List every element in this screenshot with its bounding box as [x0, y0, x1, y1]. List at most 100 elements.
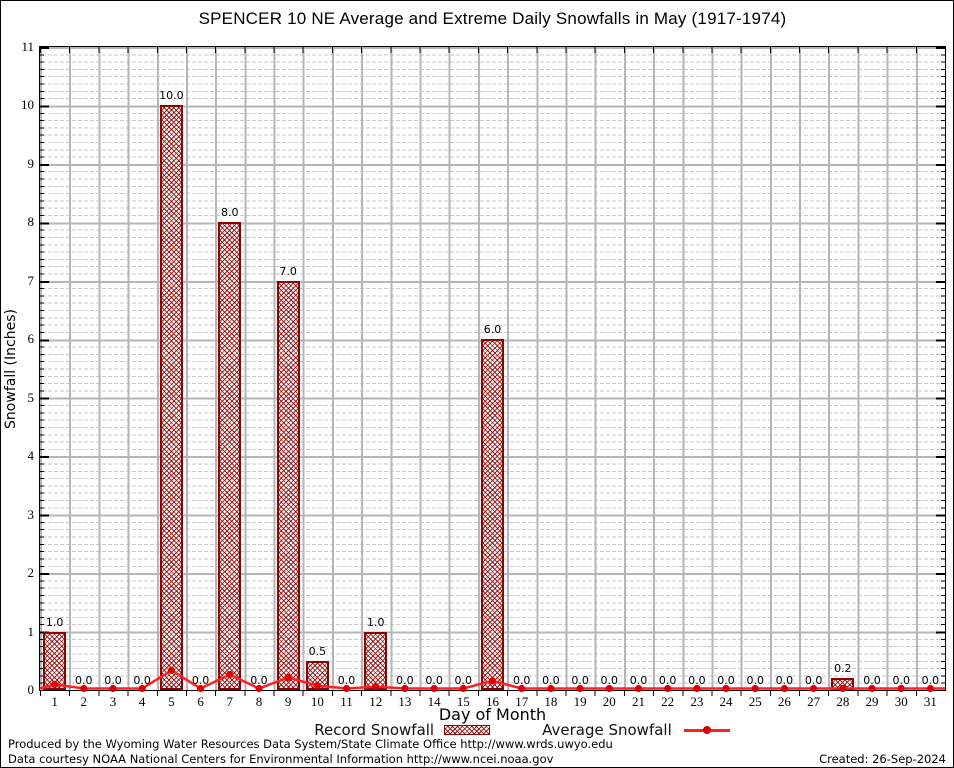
record-bar-day-5 [159, 105, 183, 690]
x-tick-label-14: 14 [427, 694, 441, 709]
x-tick-label-27: 27 [807, 694, 821, 709]
chart-title: SPENCER 10 NE Average and Extreme Daily … [198, 9, 787, 28]
y-tick-label-10: 10 [21, 97, 34, 113]
bar-value-label-day-22: 0.0 [658, 674, 677, 687]
average-marker-day-1 [51, 680, 59, 689]
line-marker-icon [702, 725, 711, 734]
bar-value-label-day-24: 0.0 [717, 674, 735, 687]
x-tick-label-8: 8 [255, 694, 263, 709]
x-tick-label-26: 26 [777, 694, 791, 709]
bar-value-label-day-25: 0.0 [746, 674, 764, 687]
bar-value-label-day-18: 0.0 [542, 674, 560, 687]
x-tick-label-11: 11 [340, 694, 353, 709]
average-marker-day-10 [313, 682, 321, 690]
bar-value-label-day-13: 0.0 [396, 674, 414, 687]
x-tick-label-21: 21 [631, 694, 645, 709]
bar-value-label-day-30: 0.0 [892, 674, 910, 687]
x-tick-label-25: 25 [748, 694, 762, 709]
x-tick-label-4: 4 [138, 694, 146, 709]
record-bar-day-7 [218, 222, 242, 690]
bar-value-label-day-27: 0.0 [804, 674, 823, 687]
x-tick-label-28: 28 [836, 694, 850, 709]
y-tick-label-11: 11 [21, 39, 34, 54]
average-marker-day-12 [372, 683, 380, 691]
average-marker-day-9 [284, 673, 292, 682]
x-tick-label-1: 1 [51, 694, 58, 709]
y-tick-label-9: 9 [27, 155, 35, 171]
bar-value-label-day-8: 0.0 [250, 674, 268, 687]
legend: Record Snowfall Average Snowfall [0, 721, 954, 739]
average-snowfall-line [39, 666, 945, 693]
x-tick-label-31: 31 [923, 694, 937, 709]
bar-value-label-day-7: 8.0 [221, 206, 239, 220]
bar-value-label-day-6: 0.0 [191, 674, 210, 687]
x-tick-labels: 1 2 3 4 5 6 7 8 9 10 11 12 13 14 15 16 17 18 19 20 21 22 23 24 2… [40, 694, 945, 710]
bar-value-label-day-26: 0.0 [775, 674, 794, 687]
average-marker-day-7 [226, 670, 234, 679]
x-tick-label-24: 24 [719, 694, 733, 709]
y-tick-labels: 0 1 2 3 4 5 6 7 8 9 10 11 [0, 39, 36, 697]
y-tick-label-3: 3 [27, 506, 35, 522]
footer-produced-by: Produced by the Wyoming Water Resources … [8, 737, 613, 751]
bar-value-label-day-31: 0.0 [921, 674, 940, 687]
x-tick-label-12: 12 [369, 694, 383, 709]
bar-value-label-day-11: 0.0 [337, 674, 356, 687]
y-tick-label-0: 0 [27, 682, 35, 697]
x-tick-label-18: 18 [544, 694, 558, 709]
bar-value-label-day-23: 0.0 [688, 674, 706, 687]
x-tick-label-3: 3 [109, 694, 117, 709]
x-tick-label-10: 10 [310, 694, 324, 709]
bar-value-label-day-20: 0.0 [600, 674, 619, 687]
bar-value-label-day-14: 0.0 [425, 674, 443, 687]
bar-value-label-day-3: 0.0 [104, 674, 122, 687]
x-tick-label-13: 13 [398, 694, 412, 709]
bar-value-label-day-5: 10.0 [159, 89, 184, 103]
average-marker-day-16 [488, 677, 497, 685]
x-tick-label-16: 16 [486, 694, 499, 709]
bar-value-label-day-21: 0.0 [629, 674, 648, 687]
footer-data-courtesy: Data courtesy NOAA National Centers for … [8, 752, 554, 766]
legend-average-label: Average Snowfall [542, 721, 672, 739]
legend-record-label: Record Snowfall [314, 721, 435, 739]
x-tick-label-30: 30 [894, 694, 908, 709]
average-marker-day-28 [839, 684, 847, 693]
bar-value-label-day-10: 0.5 [308, 644, 327, 658]
plot-area: 1.0 0.0 0.0 0.0 10.0 0.0 8.0 0.0 7.0 0.5 0.0 1.0 0.0… [39, 46, 946, 696]
bar-value-label-day-16: 6.0 [483, 323, 502, 337]
x-tick-label-29: 29 [865, 694, 879, 709]
x-tick-label-23: 23 [690, 694, 704, 709]
y-tick-label-1: 1 [27, 623, 35, 639]
bar-value-label-day-1: 1.0 [45, 615, 64, 629]
y-tick-label-2: 2 [27, 565, 35, 581]
bar-value-label-day-29: 0.0 [863, 674, 881, 687]
x-tick-label-7: 7 [226, 694, 234, 709]
x-axis-title: Day of Month [438, 705, 547, 724]
x-tick-label-19: 19 [573, 694, 587, 709]
average-marker-day-5 [167, 666, 175, 675]
y-tick-label-7: 7 [27, 272, 35, 288]
record-bar-day-16 [481, 339, 504, 690]
bar-value-label-day-12: 1.0 [366, 615, 385, 629]
bar-value-label-day-19: 0.0 [571, 674, 589, 687]
bar-value-label-day-17: 0.0 [512, 674, 531, 687]
x-tick-label-20: 20 [602, 694, 616, 709]
x-tick-label-17: 17 [515, 694, 529, 709]
average-snowfall-line-icon [683, 725, 730, 734]
record-snowfall-swatch-icon [444, 725, 491, 735]
bar-value-label-day-28: 0.2 [834, 662, 852, 676]
y-tick-label-4: 4 [27, 448, 35, 464]
x-tick-label-5: 5 [168, 694, 175, 709]
bar-value-label-day-2: 0.0 [75, 674, 93, 687]
x-tick-label-15: 15 [456, 694, 470, 709]
x-tick-label-9: 9 [284, 694, 292, 709]
x-tick-label-6: 6 [197, 694, 204, 709]
x-tick-label-2: 2 [80, 694, 88, 709]
record-bar-day-12 [364, 631, 388, 690]
bar-value-label-day-15: 0.0 [454, 674, 473, 687]
y-tick-label-5: 5 [27, 389, 35, 405]
bar-value-label-day-9: 7.0 [279, 264, 297, 278]
y-tick-label-6: 6 [27, 331, 35, 347]
created-date: Created: 26-Sep-2024 [819, 752, 946, 766]
record-bar-day-10 [305, 660, 329, 690]
